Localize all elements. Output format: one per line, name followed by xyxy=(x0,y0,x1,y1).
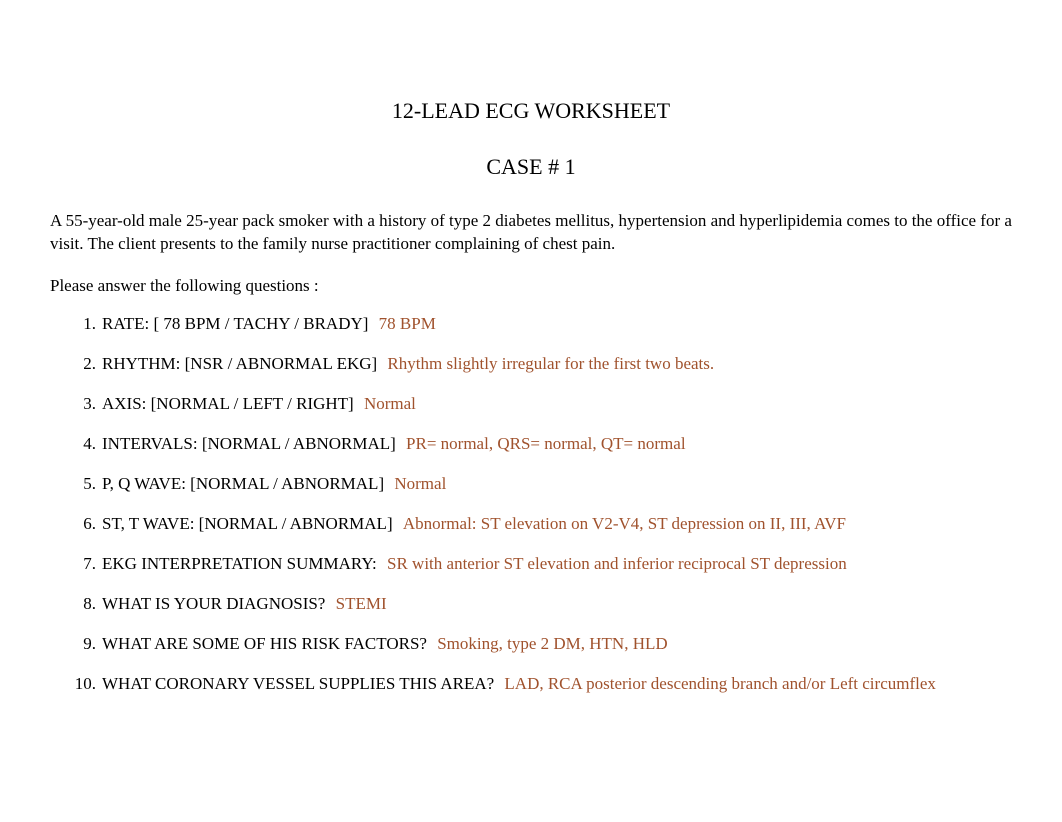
question-answer: PR= normal, QRS= normal, QT= normal xyxy=(406,434,686,453)
question-label: WHAT CORONARY VESSEL SUPPLIES THIS AREA? xyxy=(102,674,498,693)
questions-prompt: Please answer the following questions : xyxy=(50,276,1012,296)
question-answer: Normal xyxy=(364,394,416,413)
case-intro: A 55-year-old male 25-year pack smoker w… xyxy=(50,210,1012,256)
question-number: 2. xyxy=(74,354,96,374)
question-number: 10. xyxy=(74,674,96,694)
case-number: CASE # 1 xyxy=(50,154,1012,180)
question-item: 8. WHAT IS YOUR DIAGNOSIS? STEMI xyxy=(74,594,1012,614)
question-answer: Abnormal: ST elevation on V2-V4, ST depr… xyxy=(403,514,846,533)
question-item: 5. P, Q WAVE: [NORMAL / ABNORMAL] Normal xyxy=(74,474,1012,494)
question-answer: Smoking, type 2 DM, HTN, HLD xyxy=(437,634,667,653)
question-item: 1. RATE: [ 78 BPM / TACHY / BRADY] 78 BP… xyxy=(74,314,1012,334)
question-item: 3. AXIS: [NORMAL / LEFT / RIGHT] Normal xyxy=(74,394,1012,414)
questions-list: 1. RATE: [ 78 BPM / TACHY / BRADY] 78 BP… xyxy=(50,314,1012,694)
question-number: 7. xyxy=(74,554,96,574)
question-number: 9. xyxy=(74,634,96,654)
question-item: 9. WHAT ARE SOME OF HIS RISK FACTORS? Sm… xyxy=(74,634,1012,654)
question-item: 6. ST, T WAVE: [NORMAL / ABNORMAL] Abnor… xyxy=(74,514,1012,534)
question-label: RHYTHM: [NSR / ABNORMAL EKG] xyxy=(102,354,377,373)
question-number: 5. xyxy=(74,474,96,494)
question-answer: SR with anterior ST elevation and inferi… xyxy=(387,554,847,573)
question-answer: Rhythm slightly irregular for the first … xyxy=(387,354,714,373)
question-answer: 78 BPM xyxy=(379,314,436,333)
question-item: 2. RHYTHM: [NSR / ABNORMAL EKG] Rhythm s… xyxy=(74,354,1012,374)
question-label: ST, T WAVE: [NORMAL / ABNORMAL] xyxy=(102,514,397,533)
question-item: 4. INTERVALS: [NORMAL / ABNORMAL] PR= no… xyxy=(74,434,1012,454)
worksheet-title: 12-LEAD ECG WORKSHEET xyxy=(50,98,1012,124)
question-label: INTERVALS: [NORMAL / ABNORMAL] xyxy=(102,434,400,453)
question-item: 10. WHAT CORONARY VESSEL SUPPLIES THIS A… xyxy=(74,674,1012,694)
question-answer: Normal xyxy=(394,474,446,493)
question-label: P, Q WAVE: [NORMAL / ABNORMAL] xyxy=(102,474,388,493)
question-number: 1. xyxy=(74,314,96,334)
question-label: WHAT ARE SOME OF HIS RISK FACTORS? xyxy=(102,634,427,653)
question-label: EKG INTERPRETATION SUMMARY: xyxy=(102,554,381,573)
question-answer: LAD, RCA posterior descending branch and… xyxy=(504,674,935,693)
question-number: 4. xyxy=(74,434,96,454)
question-label: RATE: [ 78 BPM / TACHY / BRADY] xyxy=(102,314,368,333)
question-item: 7. EKG INTERPRETATION SUMMARY: SR with a… xyxy=(74,554,1012,574)
question-number: 3. xyxy=(74,394,96,414)
question-number: 8. xyxy=(74,594,96,614)
question-answer: STEMI xyxy=(336,594,387,613)
question-number: 6. xyxy=(74,514,96,534)
question-label: AXIS: [NORMAL / LEFT / RIGHT] xyxy=(102,394,354,413)
question-label: WHAT IS YOUR DIAGNOSIS? xyxy=(102,594,325,613)
